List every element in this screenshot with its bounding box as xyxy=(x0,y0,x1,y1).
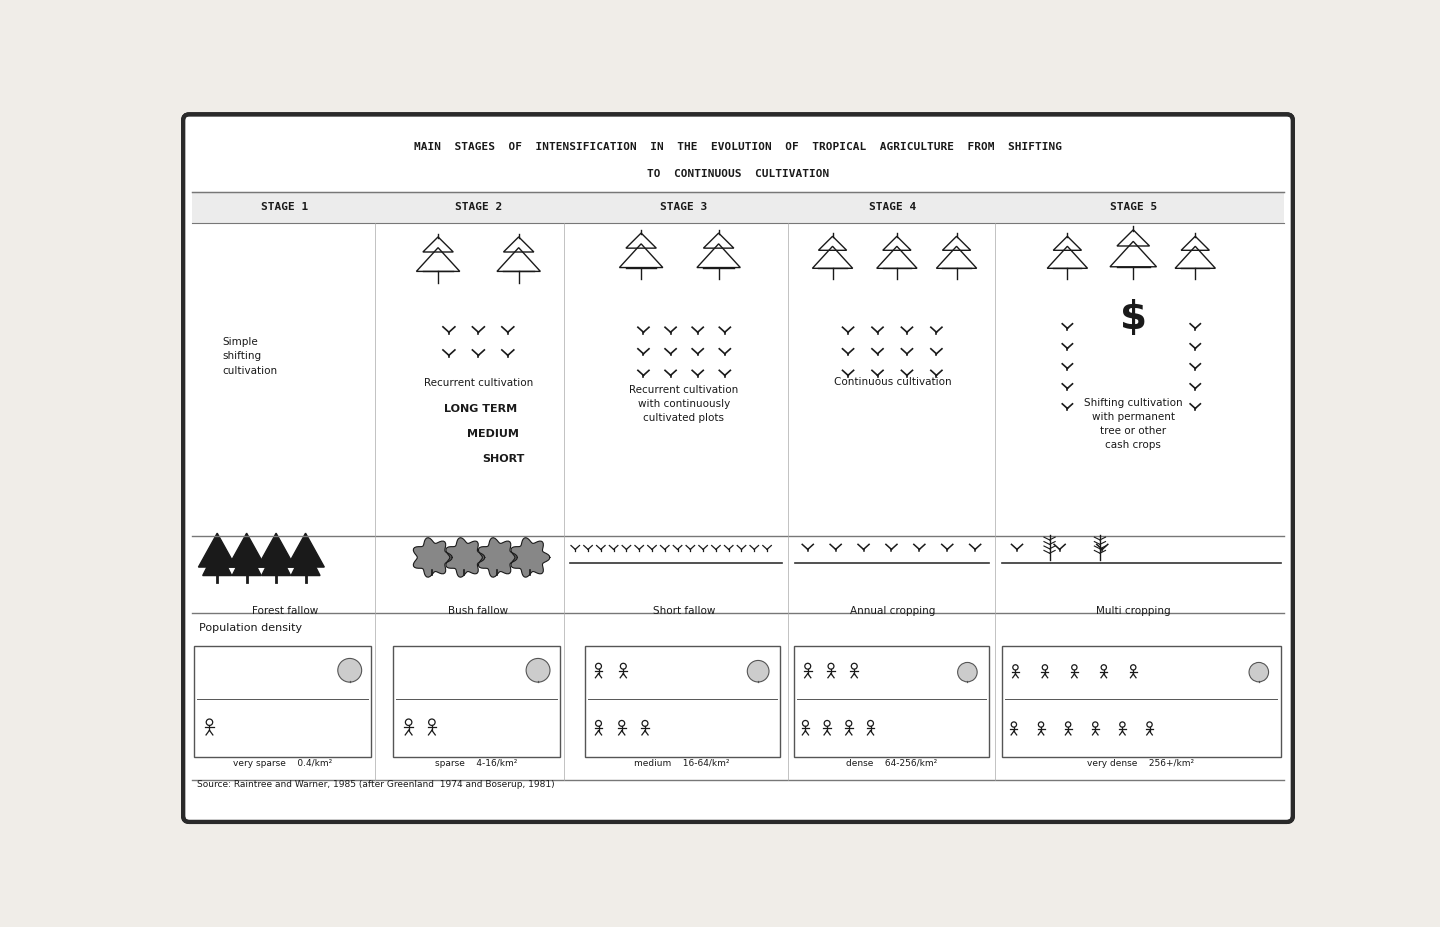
Text: MEDIUM: MEDIUM xyxy=(467,429,518,438)
Text: Shifting cultivation
with permanent
tree or other
cash crops: Shifting cultivation with permanent tree… xyxy=(1084,398,1182,450)
Bar xyxy=(194,645,372,757)
Polygon shape xyxy=(446,538,485,578)
Text: Recurrent cultivation: Recurrent cultivation xyxy=(423,378,533,388)
Circle shape xyxy=(1248,663,1269,682)
Polygon shape xyxy=(228,533,265,567)
FancyBboxPatch shape xyxy=(183,114,1293,822)
Text: Multi cropping: Multi cropping xyxy=(1096,605,1171,616)
Text: Recurrent cultivation
with continuously
cultivated plots: Recurrent cultivation with continuously … xyxy=(629,385,739,423)
Text: Bush fallow: Bush fallow xyxy=(448,605,508,616)
Text: STAGE 1: STAGE 1 xyxy=(261,202,308,212)
Text: Short fallow: Short fallow xyxy=(652,605,714,616)
Text: TO  CONTINUOUS  CULTIVATION: TO CONTINUOUS CULTIVATION xyxy=(647,170,829,180)
Text: Forest fallow: Forest fallow xyxy=(252,605,318,616)
Polygon shape xyxy=(478,538,517,578)
Text: Population density: Population density xyxy=(199,623,302,632)
Polygon shape xyxy=(287,533,324,567)
Polygon shape xyxy=(258,533,295,567)
Polygon shape xyxy=(511,538,550,578)
Bar xyxy=(192,192,1284,222)
Polygon shape xyxy=(413,538,452,578)
Bar xyxy=(1001,645,1280,757)
Polygon shape xyxy=(262,547,291,576)
Polygon shape xyxy=(203,547,232,576)
Text: $: $ xyxy=(1120,299,1146,337)
Circle shape xyxy=(958,663,978,682)
Polygon shape xyxy=(291,547,320,576)
Text: Annual cropping: Annual cropping xyxy=(850,605,936,616)
Text: MAIN  STAGES  OF  INTENSIFICATION  IN  THE  EVOLUTION  OF  TROPICAL  AGRICULTURE: MAIN STAGES OF INTENSIFICATION IN THE EV… xyxy=(415,143,1063,152)
Text: dense    64-256/km²: dense 64-256/km² xyxy=(845,759,937,768)
Text: SHORT: SHORT xyxy=(482,453,524,464)
Circle shape xyxy=(526,658,550,682)
Text: STAGE 4: STAGE 4 xyxy=(870,202,917,212)
Text: medium    16-64/km²: medium 16-64/km² xyxy=(635,759,730,768)
Text: very sparse    0.4/km²: very sparse 0.4/km² xyxy=(233,759,333,768)
Text: LONG TERM: LONG TERM xyxy=(444,404,517,414)
Circle shape xyxy=(747,660,769,682)
Text: Simple
shifting
cultivation: Simple shifting cultivation xyxy=(223,337,278,376)
Polygon shape xyxy=(232,547,261,576)
Polygon shape xyxy=(199,533,236,567)
Bar xyxy=(793,645,989,757)
Text: very dense    256+/km²: very dense 256+/km² xyxy=(1087,759,1195,768)
Text: Source: Raintree and Warner, 1985 (after Greenland  1974 and Boserup, 1981): Source: Raintree and Warner, 1985 (after… xyxy=(197,781,554,790)
Text: STAGE 3: STAGE 3 xyxy=(660,202,707,212)
Circle shape xyxy=(338,658,361,682)
Text: STAGE 2: STAGE 2 xyxy=(455,202,503,212)
Bar xyxy=(585,645,780,757)
Bar xyxy=(393,645,560,757)
Text: sparse    4-16/km²: sparse 4-16/km² xyxy=(435,759,517,768)
Text: STAGE 5: STAGE 5 xyxy=(1110,202,1156,212)
Text: Continuous cultivation: Continuous cultivation xyxy=(834,377,952,387)
